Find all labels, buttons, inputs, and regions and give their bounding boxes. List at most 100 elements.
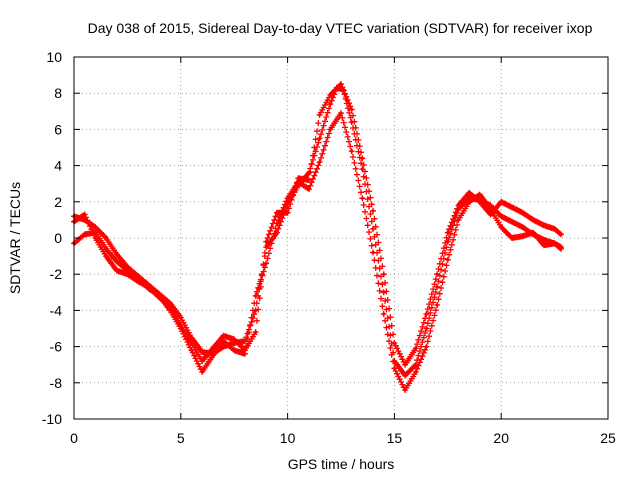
data-point (296, 176, 300, 180)
data-point (189, 341, 194, 345)
data-point (328, 127, 332, 131)
data-point (424, 345, 429, 349)
data-point (350, 107, 354, 112)
data-point (414, 346, 418, 351)
data-point (93, 225, 97, 229)
data-point (275, 221, 279, 226)
data-point (179, 323, 183, 327)
data-point (200, 350, 204, 354)
data-point (371, 209, 375, 213)
data-point (531, 218, 535, 222)
x-axis-label: GPS time / hours (288, 456, 395, 472)
x-tick-label: 25 (600, 430, 616, 446)
data-point (360, 196, 364, 200)
data-point (104, 236, 108, 240)
y-tick-label: 0 (54, 230, 62, 246)
data-point (221, 339, 226, 343)
data-point (328, 102, 332, 106)
data-point (510, 236, 514, 240)
data-point (499, 225, 503, 229)
data-point (553, 241, 557, 246)
data-point (467, 191, 471, 195)
data-point (542, 223, 546, 227)
data-point (211, 354, 215, 358)
data-point (115, 268, 119, 273)
data-point (136, 279, 140, 284)
data-point (403, 388, 407, 392)
data-point (83, 212, 87, 217)
data-point (307, 187, 311, 191)
data-point (307, 178, 311, 182)
data-point (499, 214, 503, 218)
x-tick-label: 5 (177, 430, 185, 446)
data-point (414, 370, 418, 374)
data-point (478, 192, 482, 197)
series-2-markers (71, 110, 564, 393)
data-point (104, 254, 108, 258)
data-point (542, 243, 546, 247)
data-point (232, 348, 236, 352)
data-point (467, 200, 471, 204)
data-point (339, 111, 343, 115)
data-point (264, 240, 268, 244)
data-point (435, 285, 439, 289)
data-point (104, 247, 108, 251)
data-point (403, 373, 407, 378)
data-point (350, 149, 354, 153)
data-point (318, 160, 322, 164)
y-tick-label: -10 (42, 411, 62, 427)
y-tick-label: 4 (54, 158, 62, 174)
y-tick-label: 10 (46, 49, 62, 65)
y-tick-label: 6 (54, 121, 62, 137)
data-point (446, 258, 450, 262)
data-point (200, 370, 204, 374)
data-point (520, 225, 525, 229)
data-point (542, 238, 546, 242)
axis-ticks: 0 5 10 15 20 25 -10 -8 -6 -4 -2 0 2 4 6 8 10 (42, 49, 616, 446)
data-point (382, 272, 386, 276)
data-point (253, 330, 258, 334)
data-point (232, 337, 236, 341)
y-tick-label: -4 (50, 302, 63, 318)
series-3-markers (71, 81, 564, 368)
data-point (275, 211, 279, 215)
data-point (559, 245, 563, 249)
data-point (520, 211, 525, 215)
data-point (360, 167, 364, 171)
data-point (286, 196, 290, 200)
y-axis-label: SDTVAR / TECUs (7, 182, 23, 294)
y-tick-label: -6 (50, 339, 63, 355)
data-point (328, 93, 332, 97)
x-tick-label: 20 (493, 430, 509, 446)
data-point (456, 203, 461, 208)
data-point (559, 232, 563, 236)
data-point (157, 296, 162, 300)
chart-title: Day 038 of 2015, Sidereal Day-to-day VTE… (88, 20, 593, 36)
data-point (478, 200, 482, 204)
data-point (243, 348, 247, 352)
data-point (456, 218, 461, 222)
data-point (392, 341, 396, 345)
data-point (520, 234, 525, 238)
y-tick-label: -2 (50, 266, 63, 282)
data-point (339, 82, 343, 86)
data-point (253, 294, 258, 298)
data-point (435, 303, 439, 307)
data-point (424, 312, 429, 316)
data-point (179, 316, 183, 320)
data-point (243, 352, 247, 356)
data-point (318, 136, 322, 141)
series-3 (71, 81, 564, 368)
y-tick-label: 8 (54, 85, 62, 101)
data-point (115, 259, 119, 264)
data-point (510, 205, 514, 209)
data-point (115, 252, 119, 256)
data-point (211, 346, 215, 351)
data-point (189, 348, 194, 352)
data-point (382, 312, 386, 316)
x-tick-label: 0 (70, 430, 78, 446)
data-point (371, 227, 375, 231)
data-point (435, 272, 439, 276)
data-point (168, 305, 172, 309)
